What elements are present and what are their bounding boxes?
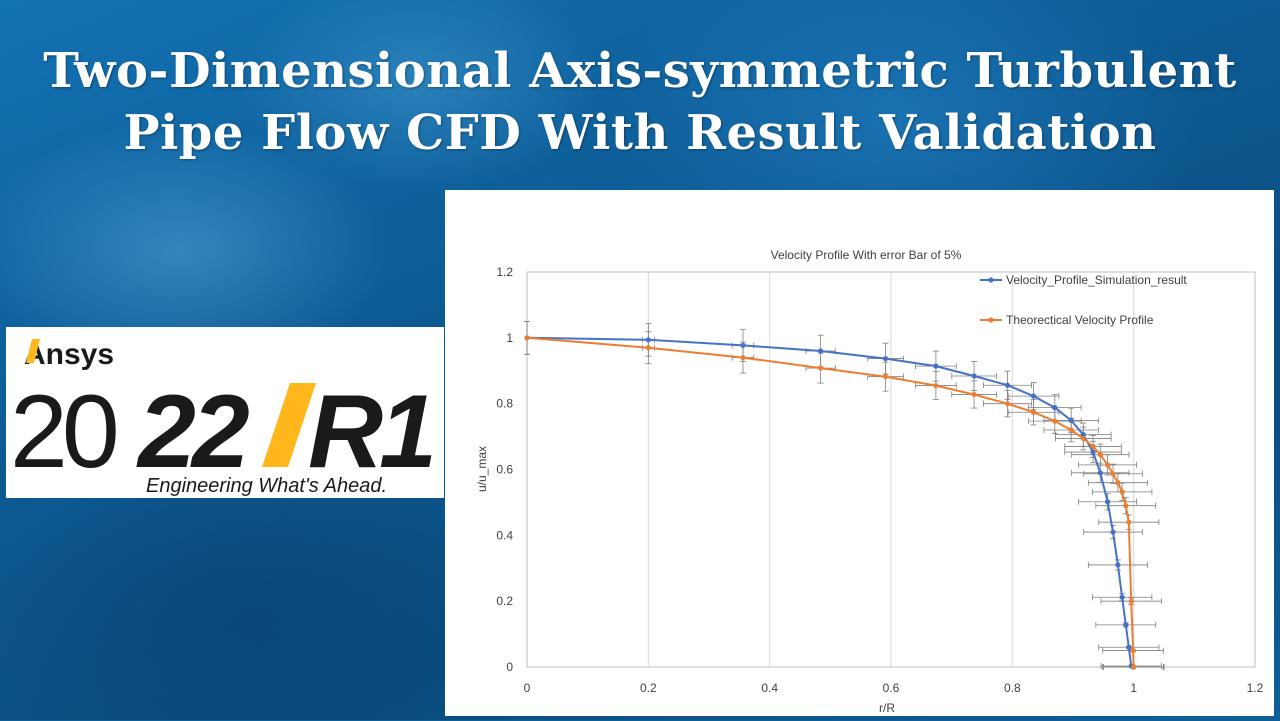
- series-1-point: [1080, 432, 1086, 438]
- series-1-point: [1004, 382, 1011, 388]
- series-1-point: [1126, 644, 1132, 650]
- series-1-point: [1030, 393, 1037, 399]
- y-tick-label: 0.2: [496, 594, 513, 608]
- chart-title: Velocity Profile With error Bar of 5%: [771, 248, 962, 262]
- series-1-point: [1104, 499, 1111, 505]
- series-2-point: [740, 354, 746, 361]
- series-2-point: [818, 365, 824, 371]
- y-tick-label: 0.4: [496, 528, 513, 542]
- slash-accent-icon: [262, 383, 316, 467]
- legend-label: Theorectical Velocity Profile: [1006, 313, 1154, 327]
- year-prefix: 20: [10, 374, 116, 490]
- x-tick-label: 0.2: [640, 681, 657, 695]
- series-2-point: [971, 391, 977, 398]
- series-2-point: [1115, 480, 1121, 486]
- x-tick-label: 0: [524, 681, 531, 695]
- series-2-point: [1131, 664, 1137, 670]
- series-1-point: [818, 348, 824, 354]
- x-tick-label: 1.2: [1247, 681, 1264, 695]
- series-2-point: [1052, 418, 1058, 424]
- title-line-2: Pipe Flow CFD With Result Validation: [123, 105, 1157, 161]
- series-1-point: [971, 373, 977, 379]
- page-title: Two-Dimensional Axis-symmetric Turbulent…: [0, 40, 1280, 164]
- x-tick-label: 0.6: [883, 681, 900, 695]
- series-2-point: [524, 335, 530, 341]
- series-1-point: [933, 363, 939, 369]
- tagline: Engineering What's Ahead.: [146, 475, 387, 497]
- legend-swatch-marker: [988, 317, 994, 323]
- y-tick-label: 0.8: [496, 397, 513, 411]
- legend-label: Velocity_Profile_Simulation_result: [1006, 273, 1187, 287]
- title-line-1: Two-Dimensional Axis-symmetric Turbulent: [43, 43, 1237, 99]
- error-bars: [524, 320, 1165, 670]
- series-1-point: [1068, 417, 1074, 424]
- chart-legend: Velocity_Profile_Simulation_result Theore…: [980, 273, 1187, 327]
- series-2-point: [1104, 462, 1111, 468]
- series-1-point: [1123, 622, 1129, 628]
- ansys-2022-r1-logo: Ansys 20 22 R1 Engineering What's Ahead.: [10, 338, 437, 497]
- series-2-point: [882, 374, 889, 380]
- series-2-point: [1004, 401, 1011, 407]
- series-1-point: [1090, 449, 1096, 455]
- series-2-point: [1119, 489, 1125, 495]
- series-2-point: [933, 382, 939, 389]
- series-layer: [524, 335, 1137, 670]
- ansys-brand-text: Ansys: [24, 338, 114, 371]
- series-1-point: [1097, 470, 1103, 476]
- y-tick-label: 0: [506, 660, 513, 674]
- series-2-point: [1090, 443, 1096, 450]
- series-2-point: [1128, 598, 1134, 604]
- ansys-mark-icon: [26, 339, 40, 363]
- x-tick-label: 0.8: [1004, 681, 1021, 695]
- x-axis-label: r/R: [879, 701, 895, 715]
- series-2-point: [1080, 435, 1086, 442]
- release-text: R1: [308, 374, 433, 490]
- year-suffix: 22: [136, 374, 249, 490]
- series-1-point: [882, 355, 889, 362]
- series-2-point: [1110, 471, 1116, 477]
- ansys-logo-card: Ansys 20 22 R1 Engineering What's Ahead.: [6, 327, 444, 498]
- grid-lines: [526, 272, 1256, 667]
- plot-frame: [526, 271, 1256, 668]
- axis-ticks: 0 0.2 0.4 0.6 0.8 1 1.2 0 0.2 0.4 0.6 0.8 1 1.2: [496, 265, 1263, 695]
- series-2-point: [1130, 647, 1136, 654]
- series-2-point: [1126, 519, 1132, 525]
- series-2-point: [1097, 452, 1103, 458]
- series-1-point: [645, 337, 651, 343]
- series-2-point: [645, 345, 651, 351]
- series-2-point: [1123, 503, 1129, 509]
- series-1-point: [1052, 405, 1058, 411]
- series-1-point: [1110, 529, 1116, 535]
- y-tick-label: 1: [506, 331, 513, 345]
- x-tick-label: 0.4: [761, 681, 778, 695]
- y-tick-label: 0.6: [496, 463, 513, 477]
- series-2-point: [1030, 409, 1037, 415]
- legend-swatch-marker: [988, 277, 994, 283]
- series-line-2: [526, 336, 1135, 668]
- y-axis-label: u/u_max: [475, 446, 489, 492]
- series-1-point: [1119, 594, 1125, 600]
- x-tick-label: 1: [1130, 681, 1137, 695]
- series-line-1: [526, 336, 1134, 668]
- y-tick-label: 1.2: [496, 265, 513, 279]
- series-1-point: [1115, 562, 1121, 568]
- series-2-point: [1068, 427, 1074, 433]
- series-1-point: [740, 342, 746, 349]
